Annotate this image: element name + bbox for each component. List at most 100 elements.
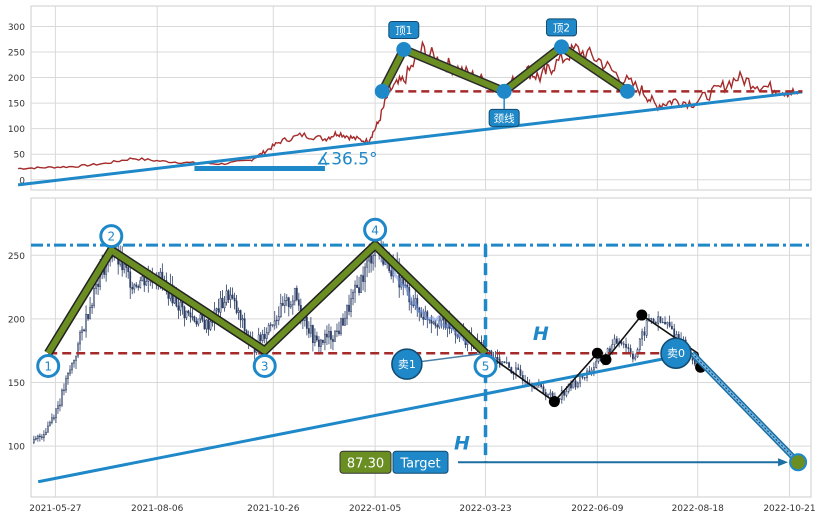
sell-label: 卖1 (398, 358, 416, 371)
candle-body (209, 321, 212, 330)
projection-point (591, 347, 603, 359)
candle-body (239, 310, 242, 321)
bottom-y-axis: 100 150 200 250 (8, 252, 25, 453)
top-y-tick-label: 300 (8, 23, 25, 33)
pattern-number-label: 2 (107, 230, 115, 244)
candle-body (281, 303, 284, 306)
candle-body (297, 299, 300, 306)
candle-body (668, 322, 671, 327)
candle-body (311, 325, 314, 344)
candle-body (364, 266, 366, 282)
pattern-point (496, 83, 512, 99)
candle-body (313, 335, 316, 344)
target-label-box (392, 450, 449, 474)
candle-body (295, 287, 298, 301)
candle-body (93, 288, 95, 306)
x-tick-label: 2022-03-23 (459, 504, 511, 514)
highlight-segment (373, 241, 485, 354)
x-tick-label: 2022-08-18 (672, 504, 725, 514)
candle-body (271, 324, 274, 326)
pattern-number-label: 4 (371, 223, 379, 237)
pattern-number-circle (99, 224, 124, 249)
pattern-point (374, 83, 390, 99)
top-y-tick-label: 0 (19, 176, 25, 186)
candle-body (332, 339, 334, 342)
pattern-number-label: 5 (482, 359, 490, 373)
target-arrowhead (778, 458, 789, 467)
candle-body (316, 335, 318, 341)
candle-body (613, 338, 616, 345)
candle-body (320, 339, 322, 347)
candle-body (645, 320, 648, 336)
candle-body (36, 435, 39, 439)
pattern-number-label: 1 (44, 359, 52, 373)
candle-body (436, 325, 439, 328)
candle-body (293, 287, 296, 302)
bottom-y-tick-label: 150 (8, 379, 25, 389)
candle-body (517, 367, 520, 370)
candle-body (237, 310, 240, 313)
candle-body (53, 417, 55, 419)
candle-body (570, 383, 572, 389)
marker-box (388, 20, 420, 39)
candle-body (137, 286, 140, 288)
candle-body (139, 280, 142, 288)
candle-body (360, 275, 362, 293)
candle-body (348, 304, 350, 312)
candle-body (659, 316, 662, 323)
candle-body (352, 291, 354, 300)
candle-body (143, 276, 146, 286)
bottom-overlay: 1 2 3 4 5 卖1 卖0 H H 87.30 Target (31, 217, 811, 484)
candle-body (287, 297, 290, 308)
candle-body (91, 305, 93, 308)
top-y-tick-label: 50 (14, 151, 26, 161)
uptrend-line (17, 90, 803, 187)
candle-body (291, 300, 294, 306)
candle-body (595, 360, 598, 368)
top-y-tick-label: 150 (8, 100, 25, 110)
candle-body (422, 317, 425, 320)
candle-body (432, 321, 435, 324)
top-plot-area (30, 5, 812, 191)
bottom-y-tick-label: 100 (8, 443, 25, 453)
candle-body (551, 392, 554, 397)
candle-body (95, 283, 97, 289)
candle-body (661, 321, 664, 324)
candle-body (632, 353, 634, 360)
candle-body (183, 306, 186, 319)
candle-body (83, 329, 85, 332)
candle-body (641, 331, 643, 340)
candle-body (47, 425, 49, 433)
candle-body (370, 255, 373, 264)
candle-body (615, 338, 618, 344)
candle-body (265, 332, 268, 339)
projection-point (600, 354, 612, 366)
candle-body (330, 331, 332, 340)
candle-body (40, 436, 43, 438)
x-tick-label: 2021-10-26 (247, 504, 300, 514)
marker-box (488, 108, 520, 127)
candle-body (342, 318, 344, 326)
projection-point (548, 396, 560, 408)
candle-body (638, 338, 641, 350)
candle-body (65, 378, 67, 391)
top-y-tick-label: 200 (8, 74, 25, 84)
candle-body (203, 319, 206, 330)
candle-body (309, 325, 312, 334)
candle-body (289, 304, 292, 308)
candle-body (131, 287, 134, 290)
candle-body (340, 318, 342, 334)
x-tick-label: 2022-06-09 (571, 504, 624, 514)
candle-body (79, 332, 81, 345)
candle-body (542, 386, 545, 393)
candle-body (654, 322, 657, 324)
candle-body (51, 417, 53, 423)
candle-body (87, 314, 89, 320)
candle-body (283, 300, 286, 306)
candle-body (133, 284, 136, 290)
candle-body (671, 325, 673, 330)
candle-body (55, 408, 57, 419)
pattern-line (45, 242, 488, 356)
height-label: H (533, 323, 549, 345)
top-overlay: ∡36.5° 顶1 顶2 颈线 (17, 18, 803, 187)
